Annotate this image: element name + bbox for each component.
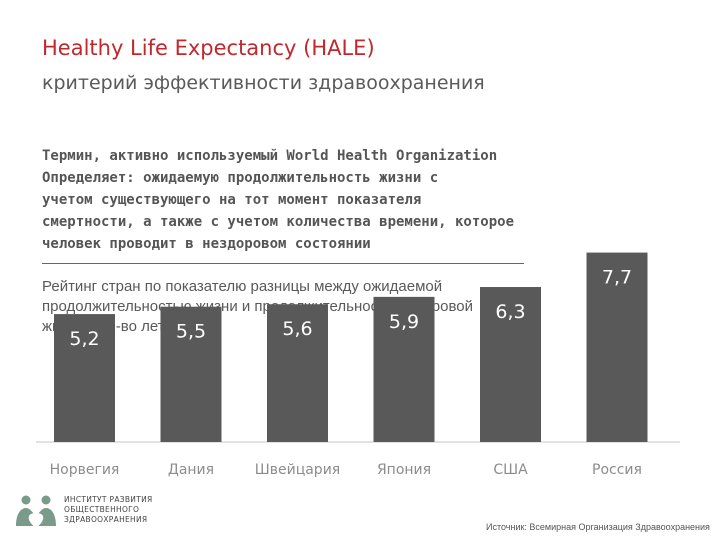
bar-3 xyxy=(267,304,328,442)
category-label: Швейцария xyxy=(255,462,340,478)
bar-4 xyxy=(373,296,435,442)
institute-name-line: ИНСТИТУТ РАЗВИТИЯ xyxy=(64,495,153,504)
bar-value-label: 7,7 xyxy=(602,267,632,289)
bar-5 xyxy=(480,287,541,442)
institute-name-line: ЗДРАВООХРАНЕНИЯ xyxy=(64,515,148,524)
category-label: Россия xyxy=(592,462,642,478)
bar-value-label: 5,2 xyxy=(69,328,99,350)
description-line: Термин, активно используемый World Healt… xyxy=(42,148,498,164)
category-label: США xyxy=(493,462,528,478)
bar-value-label: 5,9 xyxy=(389,311,419,333)
divider-line xyxy=(42,263,524,264)
description-line: Определяет: ожидаемую продолжительность … xyxy=(42,170,439,186)
description-line: человек проводит в нездоровом состоянии xyxy=(42,236,371,252)
bar-value-label: 5,5 xyxy=(176,321,206,343)
bar-2 xyxy=(160,306,222,442)
bar-1 xyxy=(54,314,115,442)
hale-description: Термин, активно используемый World Healt… xyxy=(42,145,682,255)
institute-logo-icon xyxy=(16,495,56,528)
category-label: Дания xyxy=(168,462,214,478)
bar-value-label: 6,3 xyxy=(495,301,525,323)
institute-name-line: ОБЩЕСТВЕННОГО xyxy=(64,505,140,514)
chart-caption: Рейтинг стран по показателю разницы межд… xyxy=(42,277,602,337)
institute-name: ИНСТИТУТ РАЗВИТИЯ ОБЩЕСТВЕННОГО ЗДРАВООХ… xyxy=(64,495,153,525)
page-title: Healthy Life Expectancy (HALE) xyxy=(42,36,375,60)
description-line: смертности, а также с учетом количества … xyxy=(42,214,515,230)
bars-group: 5,2 Норвегия 5,5 Дания 5,6 Швейцария 5,9 Япония… xyxy=(50,252,648,478)
caption-line: продолжительностью жизни и продолжительн… xyxy=(42,298,474,315)
caption-line: жизни, кол-во лет xyxy=(42,318,165,335)
source-note: Источник: Всемирная Организация Здравоох… xyxy=(486,522,710,532)
bar-value-label: 5,6 xyxy=(282,318,312,340)
page-subtitle: критерий эффективности здравоохранения xyxy=(42,72,485,94)
category-label: Норвегия xyxy=(50,462,120,478)
bar-6 xyxy=(586,252,648,442)
caption-line: Рейтинг стран по показателю разницы межд… xyxy=(42,278,443,295)
description-line: учетом существующего на тот момент показ… xyxy=(42,192,422,208)
category-label: Япония xyxy=(377,462,431,478)
